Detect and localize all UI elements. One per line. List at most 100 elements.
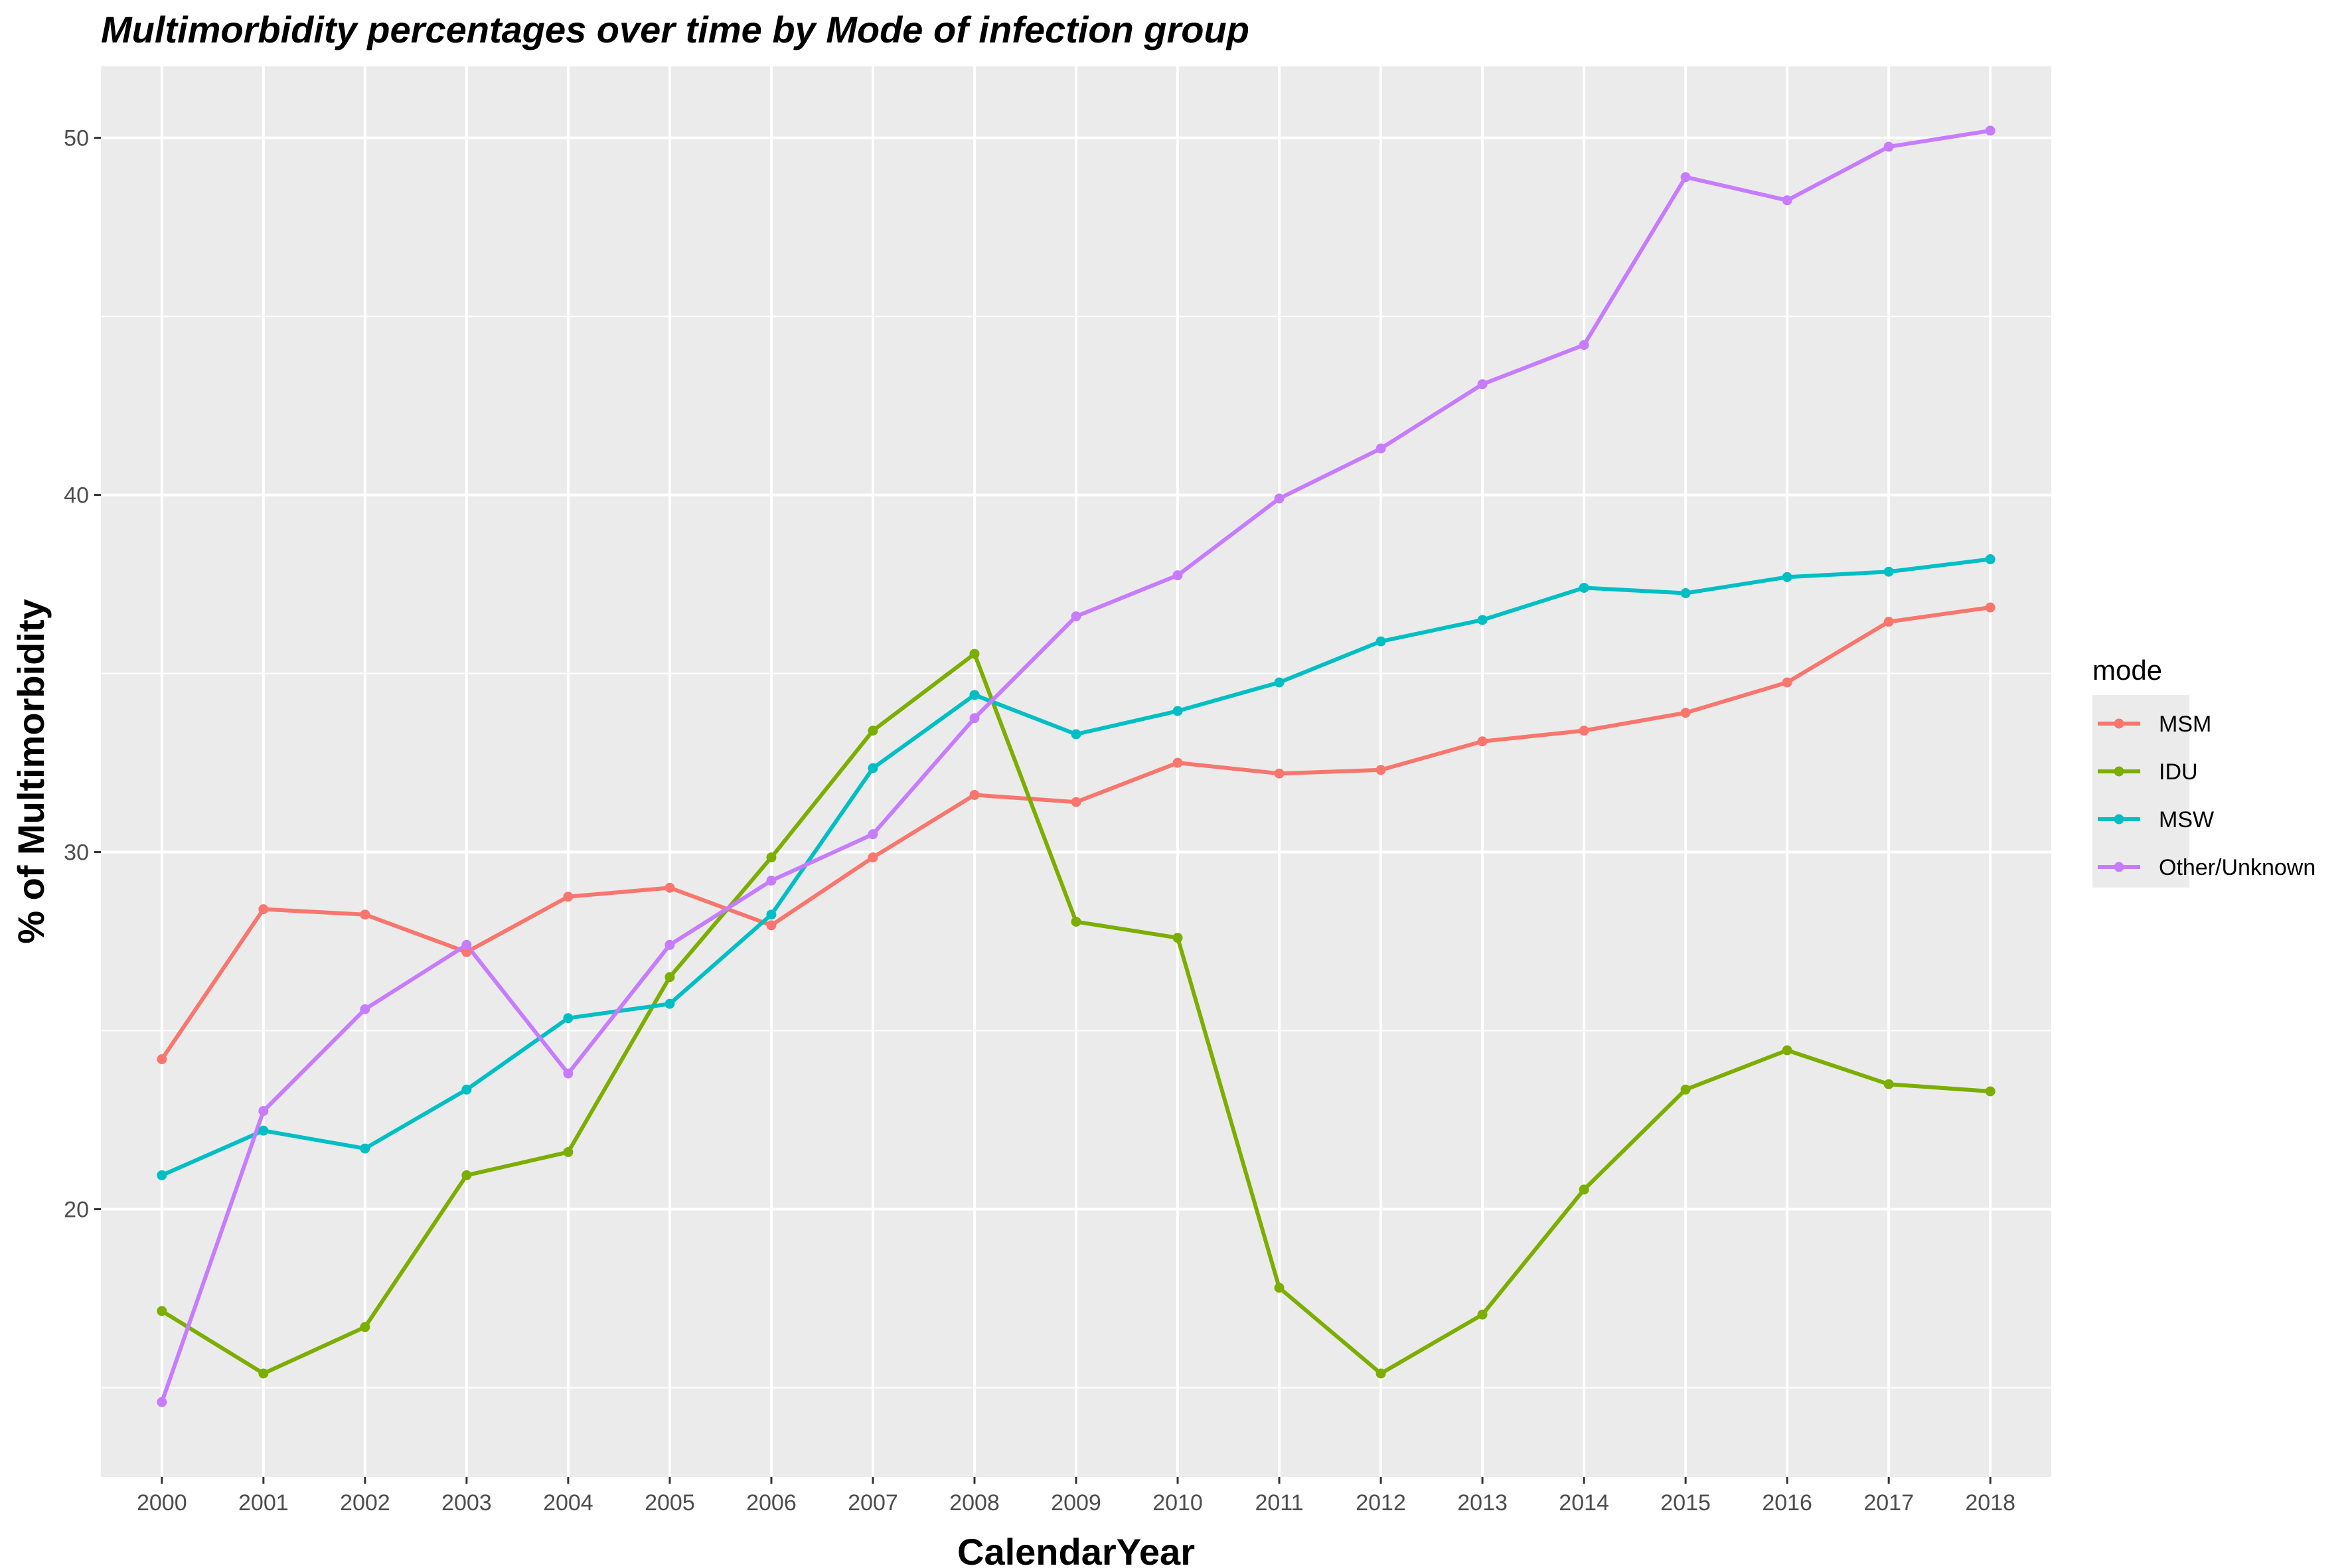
chart-title: Multimorbidity percentages over time by … (101, 9, 1249, 50)
x-tick-label: 2000 (137, 1490, 187, 1516)
legend-label-idu: IDU (2159, 759, 2198, 785)
x-tick-label: 2002 (340, 1490, 390, 1516)
y-tick-label: 50 (64, 126, 89, 151)
data-point-msm (563, 892, 574, 902)
data-point-msm (1883, 617, 1894, 627)
legend-label-other-unknown: Other/Unknown (2159, 855, 2315, 880)
y-axis-title: % of Multimorbidity (10, 599, 52, 944)
data-point-idu (1579, 1184, 1589, 1195)
data-point-msw (1579, 582, 1589, 593)
grid-major (101, 66, 2051, 1477)
data-point-other-unknown (563, 1068, 574, 1079)
y-tick-label: 20 (64, 1198, 89, 1223)
y-axis-ticks: 20 30 40 50 (64, 126, 101, 1223)
data-point-other-unknown (1477, 379, 1488, 390)
data-point-msw (1172, 706, 1183, 716)
data-point-msm (868, 852, 878, 863)
data-point-msw (1985, 554, 1996, 564)
y-tick-label: 30 (64, 840, 89, 866)
legend-label-msw: MSW (2159, 807, 2214, 832)
data-point-msw (360, 1143, 370, 1154)
data-point-msm (1477, 736, 1488, 747)
data-point-idu (1985, 1086, 1996, 1097)
data-point-idu (360, 1322, 370, 1332)
data-point-msm (1579, 726, 1589, 736)
legend-key-point-idu (2114, 766, 2124, 777)
data-point-msm (1985, 602, 1996, 613)
data-point-other-unknown (1375, 443, 1386, 454)
data-point-idu (969, 649, 980, 659)
data-point-idu (1782, 1045, 1792, 1056)
x-tick-label: 2004 (543, 1490, 593, 1516)
data-point-idu (766, 852, 777, 863)
data-point-other-unknown (1985, 125, 1996, 136)
data-point-other-unknown (868, 829, 878, 840)
data-point-other-unknown (1071, 611, 1081, 621)
data-point-msw (258, 1125, 269, 1136)
data-point-other-unknown (1274, 493, 1285, 504)
y-tick-label: 40 (64, 483, 89, 509)
data-point-msw (563, 1013, 574, 1024)
x-axis-ticks: 2000 2001 2002 2003 2004 2005 2006 2007 2008 2009… (137, 1477, 2015, 1516)
data-point-msm (969, 789, 980, 800)
data-point-msm (1680, 708, 1691, 718)
data-point-msw (1375, 636, 1386, 647)
x-tick-label: 2001 (238, 1490, 289, 1516)
data-point-msm (157, 1054, 167, 1065)
data-point-msm (461, 947, 472, 957)
data-point-idu (1680, 1084, 1691, 1095)
data-point-idu (665, 972, 675, 982)
x-tick-label: 2015 (1660, 1490, 1711, 1516)
data-point-other-unknown (157, 1397, 167, 1407)
data-point-msw (665, 998, 675, 1009)
x-tick-label: 2003 (441, 1490, 492, 1516)
data-point-idu (563, 1146, 574, 1157)
x-tick-label: 2010 (1152, 1490, 1203, 1516)
x-tick-label: 2009 (1051, 1490, 1101, 1516)
legend: mode MSM IDU MSW Other/Unknown (2092, 655, 2315, 888)
data-point-other-unknown (258, 1106, 269, 1117)
series-points (157, 125, 1996, 1407)
data-point-msm (1782, 677, 1792, 688)
data-point-msm (360, 909, 370, 920)
data-point-msw (766, 909, 777, 920)
data-point-other-unknown (360, 1004, 370, 1014)
data-point-idu (1274, 1283, 1285, 1293)
data-point-idu (461, 1170, 472, 1180)
data-point-idu (157, 1306, 167, 1316)
data-point-other-unknown (665, 939, 675, 950)
data-point-idu (868, 726, 878, 736)
x-tick-label: 2013 (1457, 1490, 1508, 1516)
data-point-idu (1172, 933, 1183, 943)
data-point-msw (1680, 588, 1691, 599)
data-point-idu (258, 1368, 269, 1379)
x-tick-label: 2017 (1863, 1490, 1914, 1516)
data-point-msw (1071, 729, 1081, 740)
x-tick-label: 2008 (949, 1490, 1000, 1516)
x-tick-label: 2005 (645, 1490, 695, 1516)
legend-label-msm: MSM (2159, 712, 2211, 737)
x-tick-label: 2016 (1762, 1490, 1812, 1516)
x-tick-label: 2006 (746, 1490, 797, 1516)
data-point-other-unknown (1883, 141, 1894, 152)
x-axis-title: CalendarYear (957, 1531, 1195, 1568)
x-tick-label: 2012 (1356, 1490, 1406, 1516)
data-point-msw (868, 763, 878, 773)
x-tick-label: 2007 (848, 1490, 898, 1516)
data-point-other-unknown (969, 713, 980, 724)
data-point-msm (1071, 797, 1081, 807)
data-point-other-unknown (461, 939, 472, 950)
data-point-msw (1883, 566, 1894, 577)
data-point-idu (1071, 916, 1081, 927)
x-tick-label: 2018 (1965, 1490, 2015, 1516)
data-point-msm (665, 882, 675, 893)
data-point-msm (1172, 757, 1183, 768)
data-point-msw (969, 690, 980, 700)
data-point-other-unknown (766, 876, 777, 886)
legend-key-background (2092, 695, 2189, 888)
data-point-idu (1477, 1309, 1488, 1320)
data-point-msw (1274, 677, 1285, 688)
x-tick-label: 2014 (1559, 1490, 1609, 1516)
legend-key-point-other-unknown (2114, 862, 2124, 872)
